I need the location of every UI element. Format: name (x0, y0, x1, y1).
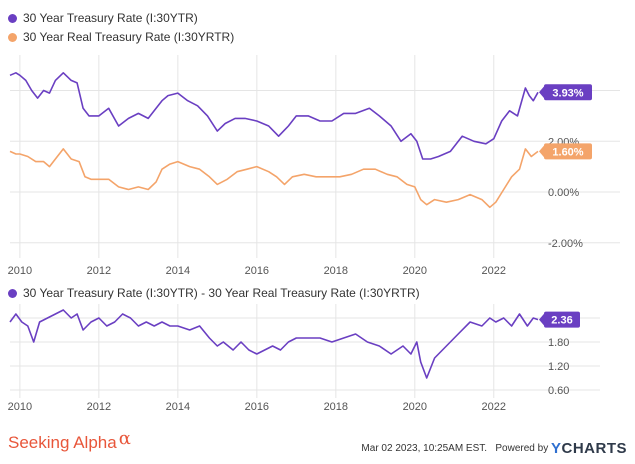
value-badge (544, 84, 592, 101)
value-badge-label: 2.36 (551, 315, 572, 327)
x-tick-label: 2014 (166, 401, 190, 413)
x-tick-label: 2010 (8, 401, 32, 413)
legend-label-nominal: 30 Year Treasury Rate (I:30YTR) (23, 11, 198, 25)
x-tick-label: 2018 (324, 401, 348, 413)
legend-series-spread[interactable]: 30 Year Treasury Rate (I:30YTR) - 30 Yea… (8, 286, 420, 300)
y-tick-label: 1.80 (548, 337, 569, 349)
value-badge-pointer (539, 312, 545, 327)
series-line (9, 309, 539, 379)
ycharts-y-icon: Y (550, 440, 562, 457)
legend-label-spread: 30 Year Treasury Rate (I:30YTR) - 30 Yea… (23, 286, 420, 300)
value-badge-pointer (539, 85, 545, 100)
ycharts-logo[interactable]: YCHARTS (551, 440, 627, 457)
legend-series-real[interactable]: 30 Year Real Treasury Rate (I:30YRTR) (8, 30, 234, 44)
x-tick-label: 2014 (166, 265, 190, 277)
value-badge (544, 311, 580, 328)
y-tick-label: 0.00% (548, 187, 579, 199)
x-tick-label: 2010 (8, 265, 32, 277)
x-tick-label: 2022 (482, 401, 506, 413)
y-tick-label: -2.00% (548, 238, 583, 250)
legend-dot-icon (8, 289, 17, 298)
value-badge (544, 143, 592, 160)
x-tick-label: 2012 (87, 265, 111, 277)
x-tick-label: 2016 (245, 401, 269, 413)
x-tick-label: 2020 (403, 401, 427, 413)
powered-by-text: Powered by (495, 443, 549, 454)
series-line (9, 72, 539, 160)
series-line (9, 148, 539, 209)
value-badge-pointer (539, 144, 545, 159)
legend-dot-icon (8, 33, 17, 42)
attribution: Mar 02 2023, 10:25AM EST. Powered by YCH… (361, 440, 627, 457)
ycharts-brand-text: CHARTS (561, 440, 627, 457)
legend-series-nominal[interactable]: 30 Year Treasury Rate (I:30YTR) (8, 11, 198, 25)
x-tick-label: 2012 (87, 401, 111, 413)
x-tick-label: 2018 (324, 265, 348, 277)
seeking-alpha-logo[interactable]: Seeking Alpha α (8, 428, 131, 453)
x-tick-label: 2020 (403, 265, 427, 277)
legend-label-real: 30 Year Real Treasury Rate (I:30YRTR) (23, 30, 235, 44)
y-tick-label: 0.60 (548, 385, 569, 397)
value-badge-label: 3.93% (552, 87, 583, 99)
logo-text: Seeking Alpha (8, 433, 117, 452)
value-badge-label: 1.60% (552, 146, 583, 158)
y-tick-label: 1.20 (548, 361, 569, 373)
timestamp: Mar 02 2023, 10:25AM EST. (361, 443, 488, 454)
x-tick-label: 2022 (482, 265, 506, 277)
alpha-icon: α (118, 428, 131, 449)
legend-dot-icon (8, 14, 17, 23)
x-tick-label: 2016 (245, 265, 269, 277)
